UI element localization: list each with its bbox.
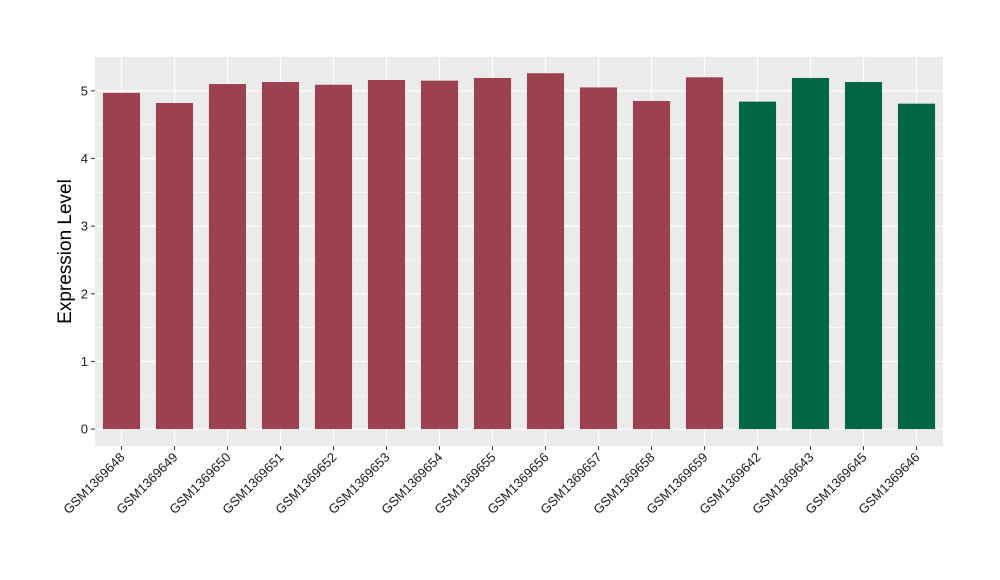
bar: [314, 84, 353, 430]
y-tick-label: 5: [81, 83, 88, 98]
bar: [261, 82, 300, 430]
y-tick-label: 0: [81, 422, 88, 437]
y-axis: 0 1 2 3 4 5: [81, 83, 95, 437]
y-tick-label: 3: [81, 219, 88, 234]
bar: [844, 82, 883, 430]
bar: [208, 84, 247, 430]
bar: [102, 92, 141, 430]
bar: [738, 101, 777, 430]
y-tick-label: 2: [81, 286, 88, 301]
bar: [526, 73, 565, 430]
y-axis-title: Expression Level: [55, 179, 76, 324]
bar: [897, 103, 936, 430]
y-tick-label: 1: [81, 354, 88, 369]
bars: [102, 73, 936, 430]
bar: [473, 77, 512, 430]
y-tick-label: 4: [81, 151, 88, 166]
bar: [685, 77, 724, 430]
bar: [420, 80, 459, 430]
x-axis: GSM1369648GSM1369649GSM1369650GSM1369651…: [60, 446, 923, 517]
bar: [579, 87, 618, 430]
bar: [791, 77, 830, 430]
bar: [155, 103, 194, 430]
bar: [632, 100, 671, 430]
bar: [367, 80, 406, 430]
